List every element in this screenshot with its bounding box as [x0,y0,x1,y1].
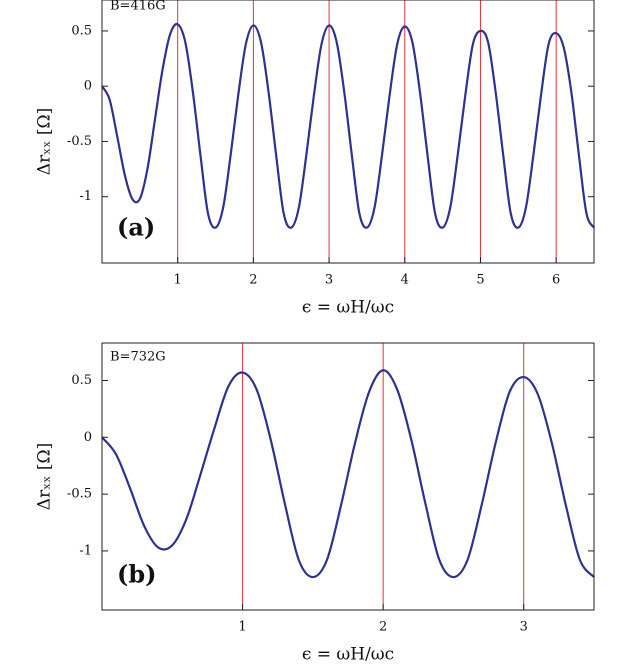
y-tick-label: -1 [79,189,92,204]
x-axis-label: ϵ = ωH/ωc [302,298,394,318]
y-axis-label: Δrₓₓ [Ω] [35,443,55,511]
x-tick-label: 1 [174,273,182,288]
data-line [101,22,595,229]
y-tick-label: -1 [79,543,92,558]
data-line [101,369,595,579]
y-tick-label: -0.5 [67,134,92,149]
x-axis-label: ϵ = ωH/ωc [302,645,394,665]
annotation: B=732G [110,350,166,365]
annotation: B=416G [110,0,166,14]
y-tick-label: 0 [84,430,92,445]
x-tick-label: 1 [238,620,246,635]
x-tick-label: 2 [379,620,387,635]
y-tick-label: 0.5 [71,23,92,38]
x-tick-label: 5 [476,273,484,288]
y-tick-label: 0 [84,79,92,94]
x-tick-label: 3 [520,620,528,635]
y-tick-label: -0.5 [67,487,92,502]
plot-frame [101,0,595,264]
x-tick-label: 2 [249,273,257,288]
x-tick-label: 4 [401,273,409,288]
panel-label: (b) [117,560,157,589]
x-tick-label: 3 [325,273,333,288]
panel-label: (a) [117,213,155,242]
plot-frame [101,342,595,611]
x-tick-label: 6 [552,273,560,288]
y-axis-label: Δrₓₓ [Ω] [35,108,55,176]
y-tick-label: 0.5 [71,373,92,388]
